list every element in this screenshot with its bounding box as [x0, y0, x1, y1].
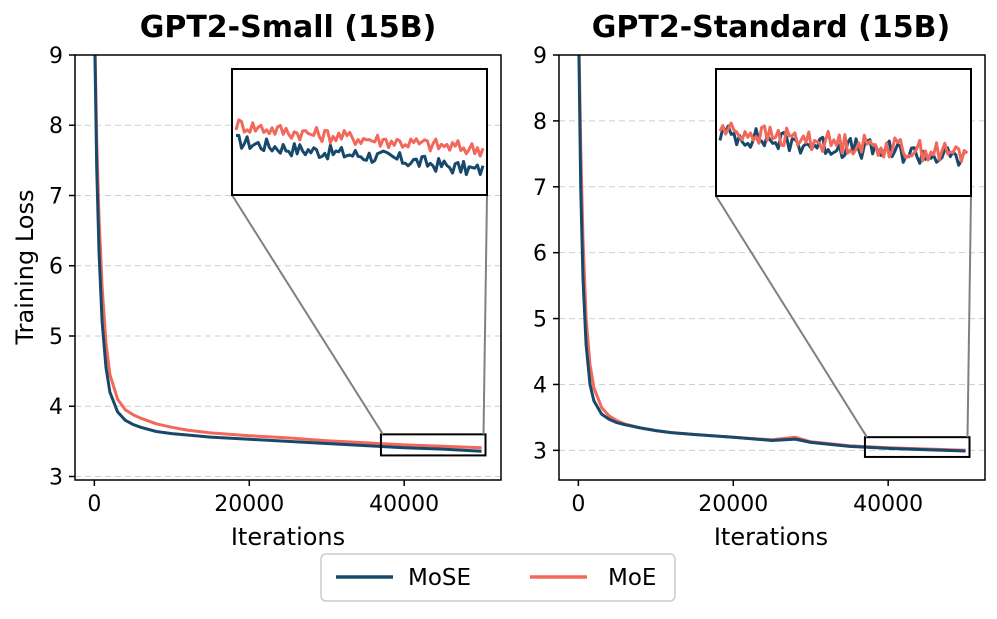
legend-label-moe: MoE: [608, 565, 656, 591]
zoom-connector-line: [482, 194, 488, 435]
zoom-inset-frame: [231, 68, 488, 196]
series-line-mose: [93, 55, 482, 453]
chart-title-small: GPT2-Small (15B): [140, 10, 437, 45]
x-axis-label-standard: Iterations: [714, 523, 828, 551]
y-axis-label: Training Loss: [11, 190, 39, 346]
y-tick-label: 4: [49, 395, 63, 420]
plot-frame: [74, 54, 502, 481]
zoom-region-box: [863, 436, 971, 458]
inset-series-line-mose: [718, 124, 968, 167]
x-tick-label: 40000: [369, 492, 439, 517]
chart-title-standard: GPT2-Standard (15B): [592, 10, 950, 45]
y-tick-label: 8: [49, 114, 63, 139]
zoom-connector-line: [715, 195, 868, 438]
legend-label-mose: MoSE: [408, 565, 471, 591]
plot-frame: [558, 54, 986, 481]
y-tick-label: 3: [49, 465, 63, 490]
y-tick-label: 4: [533, 373, 547, 398]
panel-gpt2-standard: GPT2-Standard (15B) Iterations 3 4 5 6 7 8 9 0 2…: [533, 10, 986, 551]
panel-gpt2-small: GPT2-Small (15B) Iterations Training Los…: [11, 10, 502, 551]
y-tick-label: 6: [49, 255, 63, 280]
y-tick-label: 3: [533, 439, 547, 464]
x-tick-label: 0: [87, 492, 101, 517]
y-tick-label: 8: [533, 110, 547, 135]
y-tick-label: 7: [49, 184, 63, 209]
x-tick-label: 20000: [698, 492, 768, 517]
y-tick-label: 7: [533, 176, 547, 201]
y-tick-label: 5: [49, 325, 63, 350]
inset-series-line-moe: [718, 121, 969, 163]
series-line-moe: [93, 55, 482, 450]
legend-frame: [320, 553, 676, 602]
zoom-region-box: [379, 433, 487, 457]
inset-series-line-mose: [235, 133, 485, 177]
x-tick-label: 0: [571, 492, 585, 517]
y-tick-label: 9: [533, 44, 547, 69]
y-tick-label: 5: [533, 308, 547, 333]
zoom-connector-line: [231, 194, 384, 435]
inset-series-line-moe: [234, 118, 485, 158]
zoom-connector-line: [966, 195, 972, 438]
x-axis-label-small: Iterations: [231, 523, 345, 551]
series-line-mose: [577, 55, 966, 453]
y-tick-label: 6: [533, 242, 547, 267]
legend: MoSE MoE: [320, 553, 676, 602]
x-tick-label: 40000: [853, 492, 923, 517]
y-tick-label: 9: [49, 44, 63, 69]
x-tick-label: 20000: [214, 492, 284, 517]
